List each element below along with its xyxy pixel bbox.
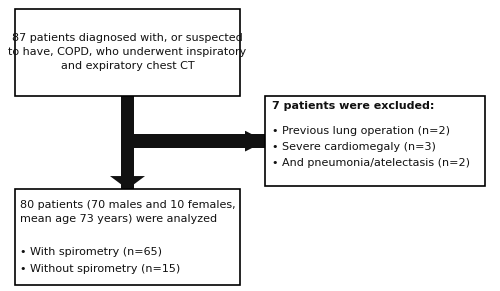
Text: • With spirometry (n=65)
• Without spirometry (n=15): • With spirometry (n=65) • Without spiro… xyxy=(20,247,180,274)
FancyArrow shape xyxy=(245,131,266,151)
Text: 87 patients diagnosed with, or suspected
to have, COPD, who underwent inspirator: 87 patients diagnosed with, or suspected… xyxy=(8,33,246,71)
Bar xyxy=(15,189,240,285)
Text: 80 patients (70 males and 10 females,
mean age 73 years) were analyzed: 80 patients (70 males and 10 females, me… xyxy=(20,200,236,224)
Text: 7 patients were excluded:: 7 patients were excluded: xyxy=(272,101,435,111)
FancyArrow shape xyxy=(110,176,145,189)
Bar xyxy=(265,96,485,186)
Bar xyxy=(15,9,240,96)
Bar xyxy=(120,96,134,189)
Bar xyxy=(128,134,265,148)
Text: • Previous lung operation (n=2)
• Severe cardiomegaly (n=3)
• And pneumonia/atel: • Previous lung operation (n=2) • Severe… xyxy=(272,125,470,168)
